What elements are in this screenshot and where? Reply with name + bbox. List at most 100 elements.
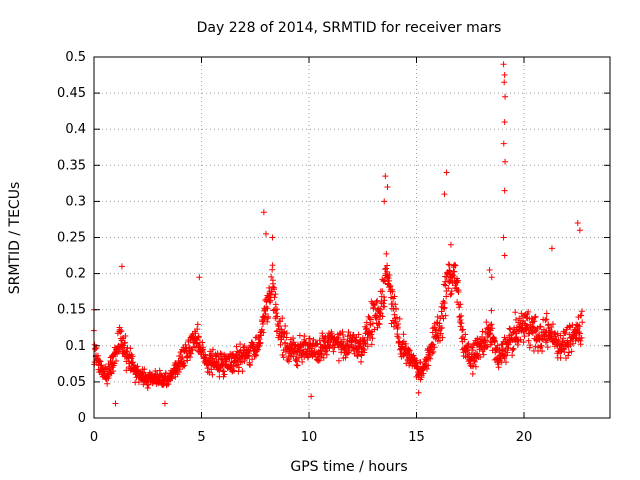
data-point <box>565 352 572 359</box>
data-point <box>293 358 300 365</box>
data-point <box>98 362 105 369</box>
data-point <box>175 368 182 375</box>
data-point <box>406 351 413 358</box>
data-point <box>462 331 469 338</box>
data-point <box>187 354 194 361</box>
data-point <box>396 315 403 322</box>
data-point <box>179 354 186 361</box>
data-point <box>576 323 583 330</box>
data-point <box>557 332 564 339</box>
data-point <box>415 389 422 396</box>
data-point <box>241 357 248 364</box>
data-point <box>471 354 478 361</box>
data-point <box>252 351 259 358</box>
data-point <box>375 320 382 327</box>
data-point <box>446 267 453 274</box>
data-point <box>257 339 264 346</box>
data-point <box>445 261 452 268</box>
data-point <box>413 357 420 364</box>
data-point <box>335 357 342 364</box>
data-point <box>208 366 215 373</box>
data-point <box>570 340 577 347</box>
data-point <box>512 309 519 316</box>
data-point <box>351 350 358 357</box>
data-point <box>465 340 472 347</box>
data-point <box>429 341 436 348</box>
data-point <box>501 252 508 259</box>
data-point <box>392 301 399 308</box>
data-point <box>434 332 441 339</box>
data-point <box>576 329 583 336</box>
data-point <box>505 341 512 348</box>
data-point <box>220 368 227 375</box>
data-point <box>94 352 101 359</box>
data-point <box>382 265 389 272</box>
data-point <box>381 297 388 304</box>
data-point <box>472 363 479 370</box>
data-point <box>451 261 458 268</box>
data-point <box>274 313 281 320</box>
data-point <box>361 339 368 346</box>
data-point <box>443 169 450 176</box>
data-point <box>118 327 125 334</box>
data-point <box>514 341 521 348</box>
data-point <box>92 345 99 352</box>
data-point <box>362 323 369 330</box>
data-point <box>492 345 499 352</box>
data-point <box>459 327 466 334</box>
data-point <box>500 140 507 147</box>
data-point <box>283 330 290 337</box>
data-point <box>254 346 261 353</box>
data-point <box>361 347 368 354</box>
data-point <box>400 331 407 338</box>
data-point <box>469 344 476 351</box>
data-point <box>129 353 136 360</box>
data-point <box>566 323 573 330</box>
data-point <box>494 342 501 349</box>
data-point <box>358 358 365 365</box>
data-point <box>419 367 426 374</box>
data-point <box>431 344 438 351</box>
data-point <box>523 314 530 321</box>
data-point <box>441 191 448 198</box>
data-point <box>271 294 278 301</box>
data-point <box>578 312 585 319</box>
data-point <box>537 323 544 330</box>
data-point <box>391 293 398 300</box>
data-point <box>368 331 375 338</box>
data-point <box>551 330 558 337</box>
data-point <box>121 340 128 347</box>
data-point <box>441 299 448 306</box>
data-point <box>169 375 176 382</box>
data-point <box>389 288 396 295</box>
data-point <box>144 385 151 392</box>
data-point <box>263 230 269 237</box>
data-point <box>525 337 532 344</box>
data-point <box>195 333 202 340</box>
data-point <box>502 93 509 100</box>
data-point <box>417 359 424 366</box>
data-point <box>290 339 297 346</box>
data-point <box>420 370 427 377</box>
data-point <box>318 350 325 357</box>
data-point <box>578 334 585 341</box>
data-point <box>259 320 266 327</box>
data-point <box>199 339 206 346</box>
data-point <box>429 350 436 357</box>
data-point <box>282 339 289 346</box>
data-point <box>385 275 392 282</box>
data-point <box>486 266 493 273</box>
data-point <box>122 332 129 339</box>
data-point <box>395 320 402 327</box>
data-point <box>374 324 381 331</box>
data-point <box>113 358 120 365</box>
data-point <box>423 366 430 373</box>
data-point <box>292 357 299 364</box>
data-point <box>223 356 230 363</box>
data-point <box>470 362 477 369</box>
data-point <box>165 381 172 388</box>
data-point <box>374 297 381 304</box>
data-point <box>260 329 267 336</box>
data-point <box>543 310 550 317</box>
y-tick-label: 0.4 <box>65 122 86 137</box>
